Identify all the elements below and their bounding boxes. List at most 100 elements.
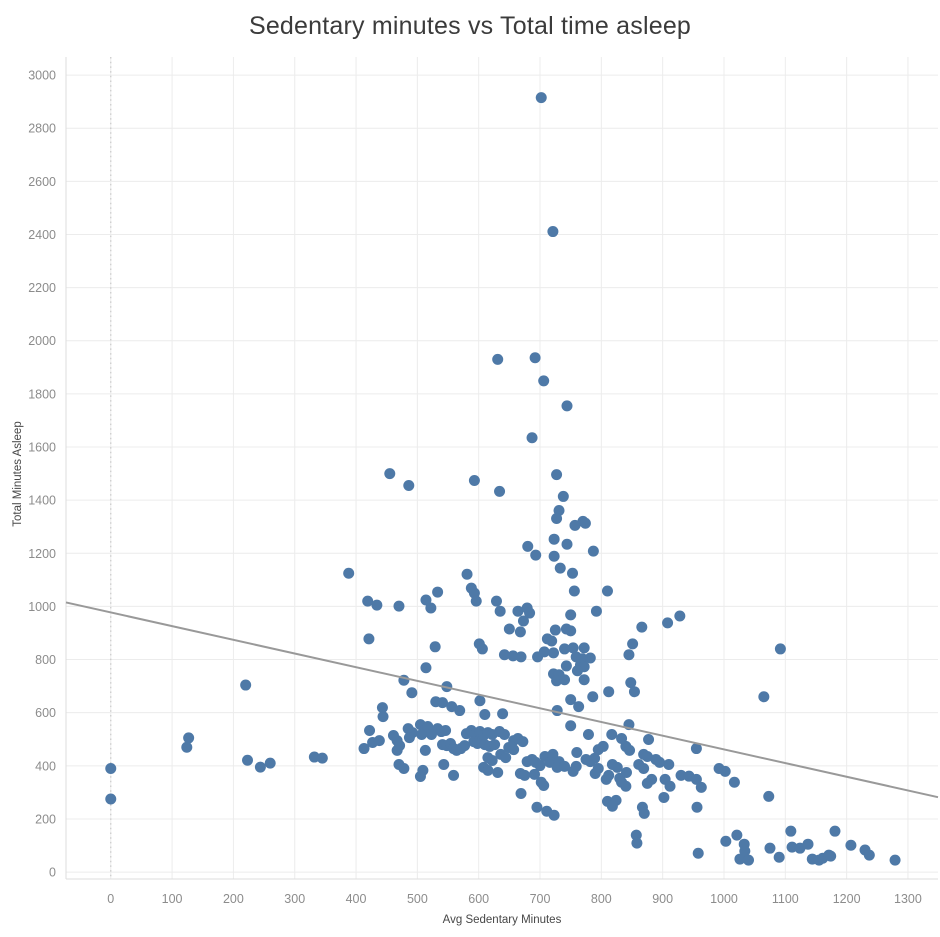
data-point[interactable]	[589, 768, 601, 780]
data-point[interactable]	[636, 621, 648, 633]
data-point[interactable]	[863, 849, 875, 861]
data-point[interactable]	[641, 751, 653, 763]
data-point[interactable]	[620, 780, 632, 792]
data-point[interactable]	[476, 643, 488, 655]
data-point[interactable]	[627, 638, 639, 650]
data-point[interactable]	[548, 809, 560, 821]
data-point[interactable]	[497, 708, 509, 720]
data-point[interactable]	[643, 734, 655, 746]
data-point[interactable]	[758, 691, 770, 703]
data-point[interactable]	[560, 660, 572, 672]
data-point[interactable]	[549, 624, 561, 636]
data-point[interactable]	[625, 677, 637, 689]
data-point[interactable]	[517, 736, 529, 748]
data-point[interactable]	[728, 776, 740, 788]
data-point[interactable]	[498, 728, 510, 740]
data-point[interactable]	[494, 485, 506, 497]
data-point[interactable]	[105, 762, 117, 774]
data-point[interactable]	[362, 595, 374, 607]
data-point[interactable]	[662, 617, 674, 629]
data-point[interactable]	[785, 825, 797, 837]
data-point[interactable]	[597, 740, 609, 752]
data-point[interactable]	[734, 853, 746, 865]
data-point[interactable]	[181, 741, 193, 753]
data-point[interactable]	[373, 735, 385, 747]
data-point[interactable]	[731, 829, 743, 841]
data-point[interactable]	[825, 850, 837, 862]
data-point[interactable]	[565, 720, 577, 732]
data-point[interactable]	[420, 662, 432, 674]
data-point[interactable]	[546, 635, 558, 647]
data-point[interactable]	[240, 679, 252, 691]
data-point[interactable]	[551, 512, 563, 524]
data-point[interactable]	[358, 743, 370, 755]
data-point[interactable]	[579, 517, 591, 529]
data-point[interactable]	[242, 754, 254, 766]
data-point[interactable]	[654, 756, 666, 768]
data-point[interactable]	[440, 724, 452, 736]
data-point[interactable]	[590, 605, 602, 617]
data-point[interactable]	[601, 585, 613, 597]
data-point[interactable]	[515, 651, 527, 663]
data-point[interactable]	[623, 649, 635, 661]
data-point[interactable]	[414, 770, 426, 782]
data-point[interactable]	[437, 697, 449, 709]
data-point[interactable]	[492, 766, 504, 778]
data-point[interactable]	[534, 760, 546, 772]
data-point[interactable]	[802, 838, 814, 850]
data-point[interactable]	[514, 626, 526, 638]
data-point[interactable]	[526, 432, 538, 444]
data-point[interactable]	[535, 776, 547, 788]
data-point[interactable]	[559, 643, 571, 655]
data-point[interactable]	[567, 567, 579, 579]
data-point[interactable]	[461, 568, 473, 580]
data-point[interactable]	[568, 585, 580, 597]
data-point[interactable]	[719, 765, 731, 777]
data-point[interactable]	[620, 766, 632, 778]
data-point[interactable]	[377, 711, 389, 723]
data-point[interactable]	[503, 623, 515, 635]
data-point[interactable]	[519, 769, 531, 781]
data-point[interactable]	[468, 474, 480, 486]
data-point[interactable]	[764, 842, 776, 854]
data-point[interactable]	[316, 752, 328, 764]
data-point[interactable]	[624, 744, 636, 756]
data-point[interactable]	[565, 609, 577, 621]
data-point[interactable]	[406, 687, 418, 699]
data-point[interactable]	[517, 615, 529, 627]
data-point[interactable]	[489, 739, 501, 751]
data-point[interactable]	[663, 758, 675, 770]
data-point[interactable]	[538, 375, 550, 387]
data-point[interactable]	[363, 633, 375, 645]
data-point[interactable]	[571, 665, 583, 677]
data-point[interactable]	[690, 743, 702, 755]
data-point[interactable]	[774, 643, 786, 655]
data-point[interactable]	[611, 761, 623, 773]
data-point[interactable]	[535, 92, 547, 104]
data-point[interactable]	[889, 854, 901, 866]
data-point[interactable]	[565, 694, 577, 706]
data-point[interactable]	[547, 226, 559, 238]
data-point[interactable]	[720, 835, 732, 847]
data-point[interactable]	[494, 605, 506, 617]
data-point[interactable]	[582, 728, 594, 740]
data-point[interactable]	[690, 773, 702, 785]
data-point[interactable]	[565, 625, 577, 637]
data-point[interactable]	[343, 567, 355, 579]
data-point[interactable]	[420, 594, 432, 606]
data-point[interactable]	[512, 605, 524, 617]
data-point[interactable]	[448, 769, 460, 781]
data-point[interactable]	[606, 728, 618, 740]
data-point[interactable]	[529, 768, 541, 780]
data-point[interactable]	[530, 549, 542, 561]
data-point[interactable]	[105, 793, 117, 805]
data-point[interactable]	[529, 352, 541, 364]
data-point[interactable]	[641, 777, 653, 789]
data-point[interactable]	[498, 649, 510, 661]
data-point[interactable]	[474, 695, 486, 707]
data-point[interactable]	[264, 757, 276, 769]
data-point[interactable]	[587, 545, 599, 557]
data-point[interactable]	[567, 642, 579, 654]
data-point[interactable]	[573, 701, 585, 713]
data-point[interactable]	[557, 490, 569, 502]
